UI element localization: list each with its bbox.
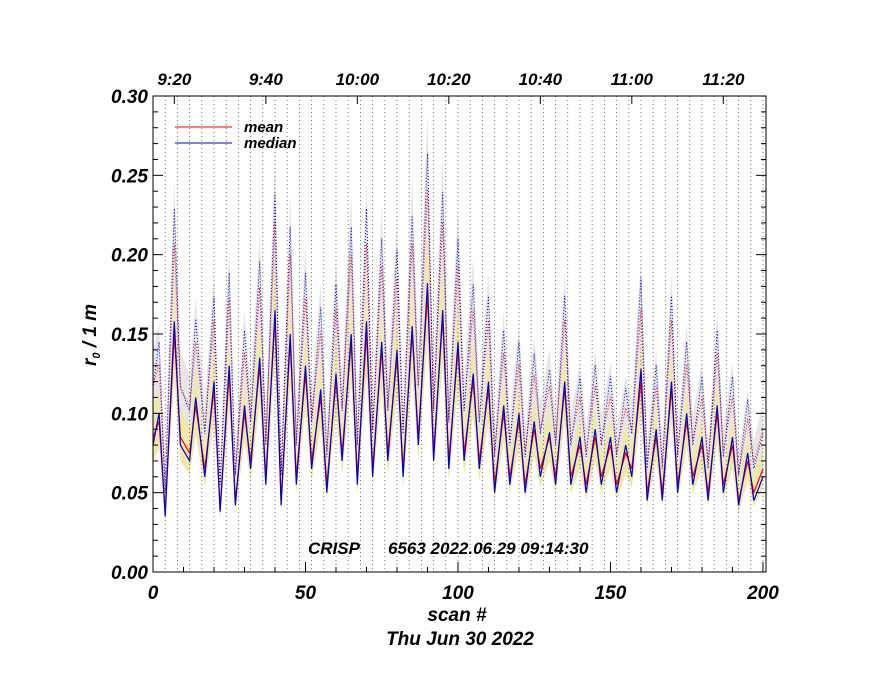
- top-axis-time-label: 10:40: [519, 70, 563, 89]
- spread-bands: [153, 113, 763, 523]
- top-axis-time-label: 11:00: [611, 70, 654, 89]
- y-tick-label: 0.00: [111, 563, 148, 584]
- x-tick-label: 150: [595, 583, 627, 604]
- x-tick-label: 100: [442, 583, 474, 604]
- y-tick-label: 0.20: [111, 246, 148, 267]
- x-tick-label: 50: [295, 583, 317, 604]
- series-median-line: [152, 283, 764, 517]
- annotation-instrument: CRISP: [308, 539, 361, 558]
- top-axis-time-label: 9:40: [249, 70, 284, 89]
- y-tick-label: 0.15: [111, 325, 148, 346]
- x-tick-label: 0: [148, 583, 159, 604]
- series-lines: [152, 153, 764, 517]
- top-axis-time-label: 9:20: [157, 70, 192, 89]
- top-axis-time-label: 10:00: [336, 70, 380, 89]
- legend-median-label: median: [244, 135, 297, 152]
- x-axis-label: scan #: [427, 605, 487, 626]
- legend-mean-label: mean: [244, 119, 283, 136]
- y-tick-label: 0.05: [111, 484, 148, 505]
- annotation-info: 6563 2022.06.29 09:14:30: [388, 539, 589, 558]
- chart-subtitle: Thu Jun 30 2022: [386, 629, 534, 650]
- y-tick-label: 0.25: [111, 166, 148, 187]
- axis-ticks: [152, 95, 766, 573]
- inner-spread-band: [153, 233, 763, 523]
- y-tick-label: 0.10: [111, 404, 148, 425]
- series-mean-envelope: [152, 188, 764, 489]
- legend: mean median: [175, 119, 297, 152]
- top-axis-time-label: 11:20: [702, 70, 745, 89]
- y-axis-label: r0 / 1 m: [80, 304, 103, 366]
- top-axis-time-label: 10:20: [427, 70, 471, 89]
- tick-labels: 0.00 0.05 0.10 0.15 0.20 0.25 0.30 0 50 100 150 200…: [111, 70, 779, 604]
- x-tick-label: 200: [746, 583, 779, 604]
- upper-spread-band: [153, 113, 763, 499]
- y-tick-label: 0.30: [111, 87, 148, 108]
